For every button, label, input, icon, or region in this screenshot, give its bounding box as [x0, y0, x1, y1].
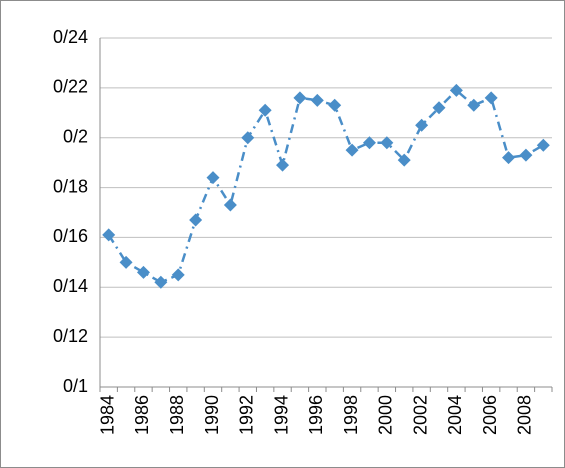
marker [484, 91, 498, 105]
marker [362, 136, 376, 150]
marker [519, 148, 533, 162]
marker [415, 118, 429, 132]
x-tick-label: 1988 [167, 395, 187, 435]
x-tick-label: 2006 [480, 395, 500, 435]
x-tick-label: 1986 [132, 395, 152, 435]
marker [171, 268, 185, 282]
marker [241, 131, 255, 145]
y-tick-label: 0/1 [63, 376, 88, 396]
marker [206, 171, 220, 185]
marker [223, 198, 237, 212]
marker [189, 213, 203, 227]
marker [345, 143, 359, 157]
y-tick-label: 0/2 [63, 126, 88, 146]
y-tick-label: 0/18 [53, 176, 88, 196]
x-tick-label: 1984 [97, 395, 117, 435]
x-tick-label: 1996 [306, 395, 326, 435]
marker [276, 158, 290, 172]
marker [136, 265, 150, 279]
marker [154, 275, 168, 289]
marker [310, 93, 324, 107]
y-tick-label: 0/16 [53, 226, 88, 246]
marker [397, 153, 411, 167]
marker [467, 98, 481, 112]
marker [102, 228, 116, 242]
x-tick-label: 2008 [515, 395, 535, 435]
x-tick-label: 2002 [410, 395, 430, 435]
marker [380, 136, 394, 150]
y-tick-label: 0/24 [53, 27, 88, 47]
marker [258, 103, 272, 117]
marker [449, 83, 463, 97]
marker [536, 138, 550, 152]
marker [502, 151, 516, 165]
marker [293, 91, 307, 105]
x-tick-label: 1992 [237, 395, 257, 435]
x-tick-label: 1998 [341, 395, 361, 435]
y-tick-label: 0/12 [53, 326, 88, 346]
y-tick-label: 0/22 [53, 77, 88, 97]
x-tick-label: 2004 [445, 395, 465, 435]
x-tick-label: 1994 [271, 395, 291, 435]
x-tick-label: 1990 [202, 395, 222, 435]
marker [328, 98, 342, 112]
y-tick-label: 0/14 [53, 276, 88, 296]
marker [432, 101, 446, 115]
x-tick-label: 2000 [376, 395, 396, 435]
marker [119, 255, 133, 269]
